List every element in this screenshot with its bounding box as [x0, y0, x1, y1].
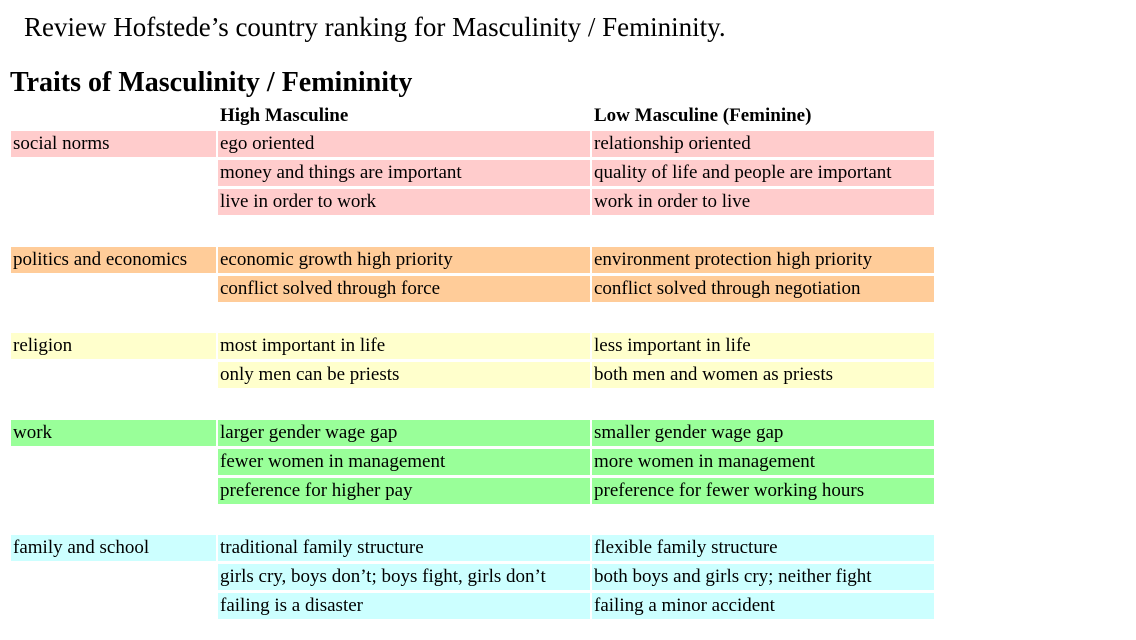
trait-high-cell: traditional family structure — [218, 535, 590, 561]
trait-high-cell: most important in life — [218, 333, 590, 359]
trait-low-cell: preference for fewer working hours — [592, 478, 934, 504]
trait-low-cell: conflict solved through negotiation — [592, 276, 934, 302]
trait-low-cell: both boys and girls cry; neither fight — [592, 564, 934, 590]
category-religion: religion — [11, 333, 216, 359]
trait-low-cell: environment protection high priority — [592, 247, 934, 273]
category-family-and-school: family and school — [11, 535, 216, 561]
trait-low-cell: quality of life and people are important — [592, 160, 934, 186]
trait-low-cell: relationship oriented — [592, 131, 934, 157]
trait-high-cell: ego oriented — [218, 131, 590, 157]
column-header-low-masculine: Low Masculine (Feminine) — [594, 105, 812, 126]
trait-high-cell: money and things are important — [218, 160, 590, 186]
category-social-norms: social norms — [11, 131, 216, 157]
trait-high-cell: economic growth high priority — [218, 247, 590, 273]
trait-low-cell: less important in life — [592, 333, 934, 359]
trait-high-cell: preference for higher pay — [218, 478, 590, 504]
trait-low-cell: both men and women as priests — [592, 362, 934, 388]
trait-low-cell: failing a minor accident — [592, 593, 934, 619]
trait-high-cell: only men can be priests — [218, 362, 590, 388]
column-header-high-masculine: High Masculine — [220, 105, 349, 126]
page-title: Traits of Masculinity / Femininity — [10, 67, 413, 98]
trait-high-cell: girls cry, boys don’t; boys fight, girls… — [218, 564, 590, 590]
trait-high-cell: fewer women in management — [218, 449, 590, 475]
trait-high-cell: conflict solved through force — [218, 276, 590, 302]
trait-low-cell: more women in management — [592, 449, 934, 475]
trait-high-cell: failing is a disaster — [218, 593, 590, 619]
category-work: work — [11, 420, 216, 446]
trait-high-cell: larger gender wage gap — [218, 420, 590, 446]
category-politics-and-economics: politics and economics — [11, 247, 216, 273]
trait-low-cell: smaller gender wage gap — [592, 420, 934, 446]
trait-high-cell: live in order to work — [218, 189, 590, 215]
trait-low-cell: flexible family structure — [592, 535, 934, 561]
intro-text: Review Hofstede’s country ranking for Ma… — [24, 12, 726, 42]
trait-low-cell: work in order to live — [592, 189, 934, 215]
